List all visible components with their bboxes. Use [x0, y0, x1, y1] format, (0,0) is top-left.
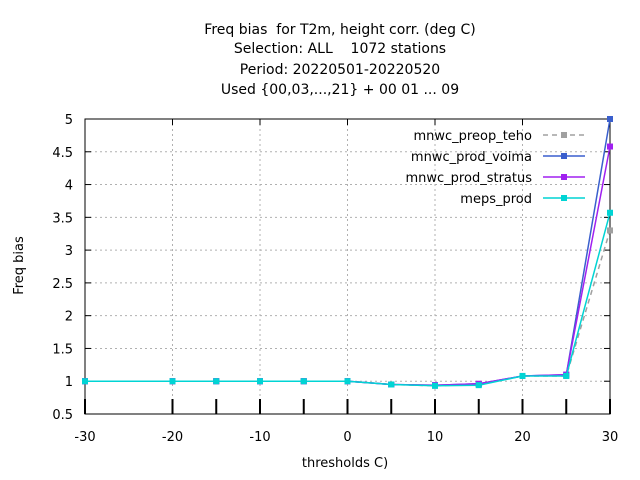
data-point-meps_prod	[257, 378, 263, 385]
y-tick-label: 2.5	[52, 277, 73, 292]
title-line-4: Used {00,03,...,21} + 00 01 ... 09	[220, 82, 460, 98]
y-tick-label: 4	[65, 179, 73, 194]
data-point-meps_prod	[563, 372, 570, 379]
x-tick-label: 30	[602, 430, 619, 445]
x-tick-label: -10	[249, 430, 270, 445]
legend-label-meps_prod: meps_prod	[460, 192, 532, 207]
x-tick-label: -30	[74, 430, 95, 445]
data-point-meps_prod	[432, 382, 438, 389]
x-tick-label: 20	[514, 430, 531, 445]
data-point-meps_prod	[475, 382, 482, 389]
series-line-mnwc_preop_teho	[85, 230, 611, 387]
data-point-mnwc_prod_stratus	[607, 143, 613, 150]
data-point-mnwc_preop_teho	[607, 227, 613, 234]
title-line-3: Period: 20220501-20220520	[239, 62, 441, 78]
x-tick-label: 10	[427, 430, 444, 445]
y-tick-label: 1	[65, 375, 73, 390]
data-point-meps_prod	[82, 378, 88, 385]
data-point-meps_prod	[519, 372, 526, 379]
series-line-meps_prod	[85, 212, 611, 387]
data-point-meps_prod	[344, 378, 351, 385]
data-point-meps_prod	[388, 381, 395, 388]
y-tick-label: 1.5	[52, 342, 73, 357]
legend-label-mnwc_prod_stratus: mnwc_prod_stratus	[406, 171, 533, 186]
x-tick-label: 0	[343, 430, 351, 445]
data-point-mnwc_prod_voima	[607, 116, 613, 122]
title-line-1: Freq bias for T2m, height corr. (deg C)	[204, 22, 476, 38]
legend-label-mnwc_prod_voima: mnwc_prod_voima	[411, 150, 532, 165]
data-point-meps_prod	[169, 378, 176, 385]
y-tick-label: 4.5	[52, 146, 73, 161]
legend-marker-mnwc_prod_voima	[561, 153, 567, 159]
x-tick-label: -20	[162, 430, 183, 445]
x-axis-label: thresholds C)	[301, 456, 389, 471]
y-tick-label: 2	[65, 310, 73, 325]
legend-marker-mnwc_preop_teho	[561, 132, 567, 138]
data-point-meps_prod	[607, 209, 613, 216]
legend-label-mnwc_preop_teho: mnwc_preop_teho	[414, 129, 533, 144]
data-point-meps_prod	[300, 378, 307, 385]
y-tick-label: 3	[65, 244, 73, 259]
legend-marker-mnwc_prod_stratus	[561, 174, 567, 180]
legend-marker-meps_prod	[561, 195, 567, 201]
data-point-meps_prod	[213, 378, 220, 385]
title-line-2: Selection: ALL 1072 stations	[233, 41, 447, 57]
y-tick-label: 0.5	[52, 408, 73, 423]
y-tick-label: 5	[65, 113, 73, 128]
y-tick-label: 3.5	[52, 211, 73, 226]
